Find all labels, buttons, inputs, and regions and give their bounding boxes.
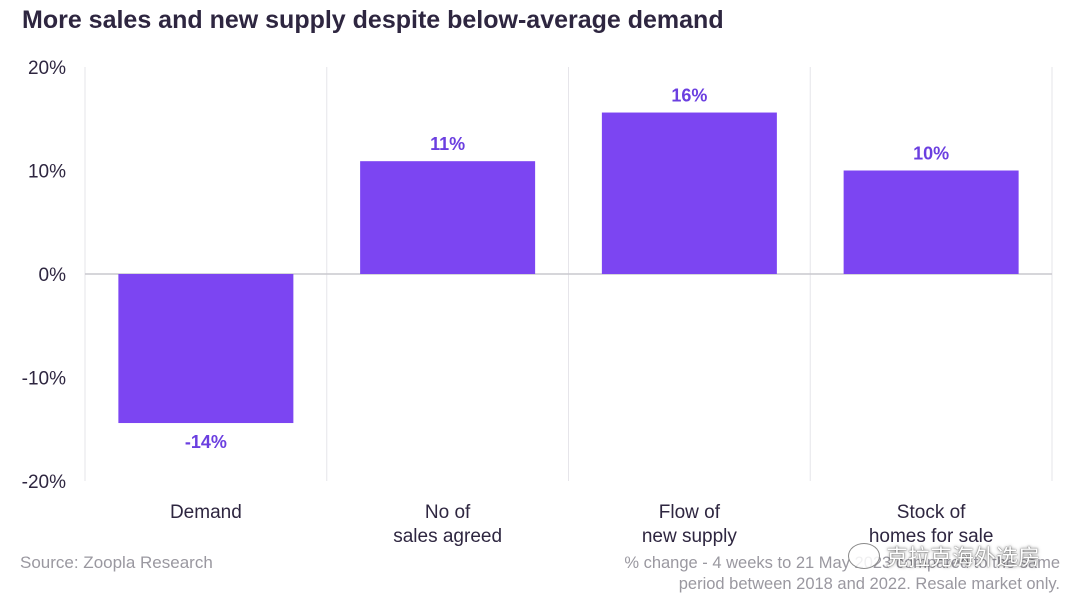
bar bbox=[601, 112, 777, 274]
category-label: new supply bbox=[642, 526, 738, 547]
bar bbox=[118, 274, 294, 424]
data-label: 16% bbox=[671, 86, 707, 106]
data-labels: -14% 11% 16% 10% bbox=[185, 86, 949, 453]
bars bbox=[118, 112, 1019, 424]
watermark-text: 克拉克海外选房 bbox=[885, 545, 1040, 570]
bar bbox=[843, 170, 1019, 274]
category-label: No of bbox=[425, 502, 471, 523]
category-label: Stock of bbox=[897, 502, 966, 523]
category-labels: Demand No of sales agreed Flow of new supply… bbox=[170, 502, 993, 547]
data-label: 11% bbox=[430, 134, 465, 154]
y-tick-label: -20% bbox=[22, 472, 66, 493]
source-note: Source: Zoopla Research bbox=[20, 553, 213, 572]
y-tick-labels: 20% 10% 0% -10% -20% bbox=[22, 58, 66, 493]
bar-chart: 20% 10% 0% -10% -20% Demand No of sales agreed… bbox=[22, 58, 1053, 547]
wechat-icon bbox=[847, 543, 880, 569]
category-label: Demand bbox=[170, 502, 242, 523]
y-tick-label: 0% bbox=[39, 265, 67, 286]
category-label: homes for sale bbox=[869, 526, 994, 547]
footnote-line-1: % change - 4 weeks to 21 May 2023 compar… bbox=[624, 554, 1060, 572]
category-label: Flow of bbox=[659, 502, 721, 523]
y-tick-label: 10% bbox=[28, 162, 66, 183]
bar bbox=[360, 161, 536, 274]
chart-title: More sales and new supply despite below-… bbox=[22, 6, 724, 34]
footnote: % change - 4 weeks to 21 May 2023 compar… bbox=[624, 553, 1060, 595]
category-label: sales agreed bbox=[393, 526, 502, 547]
y-tick-label: 20% bbox=[28, 58, 66, 79]
data-label: 10% bbox=[913, 144, 949, 164]
watermark: 克拉克海外选房 bbox=[847, 540, 1040, 572]
y-tick-label: -10% bbox=[22, 369, 66, 390]
footnote-line-2: period between 2018 and 2022. Resale mar… bbox=[678, 575, 1060, 593]
data-label: -14% bbox=[185, 432, 227, 452]
